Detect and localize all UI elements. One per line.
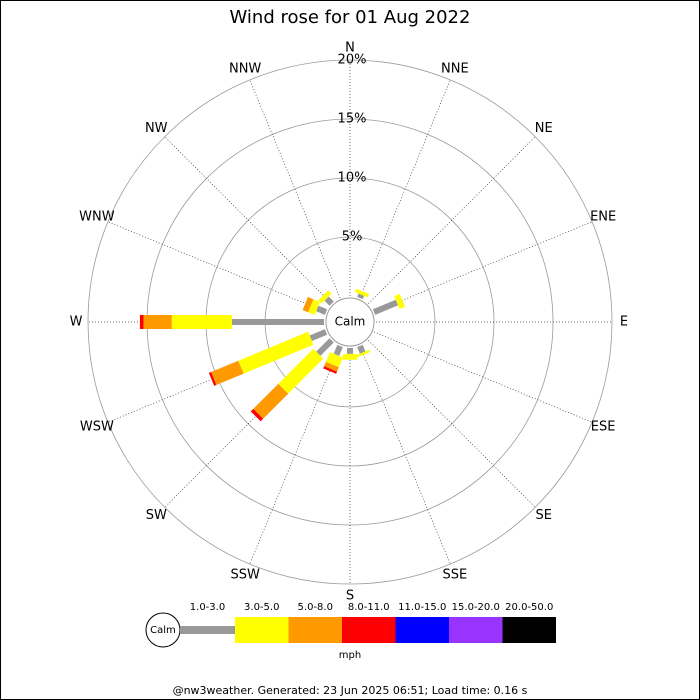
direction-label: S	[346, 589, 354, 604]
rose-segment	[394, 293, 406, 310]
direction-label: NNE	[441, 61, 469, 76]
r-tick-label: 10%	[338, 171, 367, 186]
rose-segment	[309, 329, 328, 342]
direction-label: NNW	[229, 61, 261, 76]
spoke	[107, 221, 327, 313]
direction-label: N	[345, 41, 355, 56]
direction-label: NW	[145, 121, 168, 136]
direction-label: SW	[146, 508, 167, 523]
legend-label: 1.0-3.0	[190, 602, 225, 613]
spoke	[164, 136, 332, 304]
r-tick-label: 5%	[342, 230, 363, 245]
rose-segment	[302, 297, 314, 313]
legend-calm-label: Calm	[150, 625, 176, 636]
direction-label: SSW	[230, 568, 260, 583]
rose-segment	[324, 296, 334, 306]
grid-circle	[87, 59, 613, 585]
calm-circle	[325, 297, 375, 347]
legend-label: 11.0-15.0	[398, 602, 446, 613]
footer: @nw3weather. Generated: 23 Jun 2025 06:5…	[173, 684, 528, 697]
direction-label: WNW	[79, 210, 115, 225]
legend-label: 8.0-11.0	[348, 602, 390, 613]
legend-swatch	[502, 617, 556, 643]
direction-label: NE	[535, 121, 553, 136]
legend-label: 20.0-50.0	[505, 602, 553, 613]
legend-swatch	[449, 617, 503, 643]
legend-swatch	[180, 626, 235, 634]
unit-label: mph	[339, 650, 361, 661]
rose-segment	[357, 344, 366, 354]
spoke	[249, 79, 341, 299]
direction-label: WSW	[80, 419, 114, 434]
rose-segment	[316, 305, 328, 315]
legend-label: 3.0-5.0	[244, 602, 279, 613]
spoke	[373, 221, 593, 313]
rose-segment	[318, 290, 332, 304]
r-tick-label: 15%	[338, 112, 367, 127]
direction-label: ENE	[590, 210, 616, 225]
spoke	[359, 345, 451, 565]
rose-segment	[316, 338, 334, 356]
direction-label: W	[70, 315, 83, 330]
calm-label: Calm	[335, 315, 366, 329]
rose-segment	[325, 352, 343, 368]
spoke	[359, 79, 451, 299]
legend-swatch	[395, 617, 449, 643]
spoke	[368, 340, 536, 508]
rose-segment	[308, 299, 320, 315]
legend-label: 5.0-8.0	[298, 602, 333, 613]
rose-segment	[333, 344, 343, 356]
rose-segment	[253, 383, 289, 419]
direction-label: E	[620, 315, 628, 330]
rose-segment	[323, 366, 338, 374]
r-tick-label: 20%	[338, 53, 367, 68]
direction-label: SE	[536, 508, 552, 523]
rose-segment	[211, 360, 244, 385]
rose-segment	[372, 299, 399, 315]
rose-segment	[208, 371, 217, 386]
chart-title: Wind rose for 01 Aug 2022	[230, 7, 471, 28]
spoke	[249, 345, 341, 565]
rose-segment	[354, 288, 370, 298]
direction-label: ESE	[591, 419, 616, 434]
rose-segment	[324, 361, 339, 372]
legend-label: 15.0-20.0	[452, 602, 500, 613]
spoke	[368, 136, 536, 304]
legend-swatch	[235, 617, 289, 643]
rose-segment	[357, 293, 365, 300]
legend-swatch	[288, 617, 342, 643]
rose-segment	[250, 408, 264, 422]
direction-label: SSE	[442, 568, 467, 583]
rose-segment	[278, 348, 324, 394]
spoke	[373, 331, 593, 423]
rose-segment	[356, 349, 371, 358]
rose-segment	[238, 331, 314, 374]
legend-swatch	[342, 617, 396, 643]
